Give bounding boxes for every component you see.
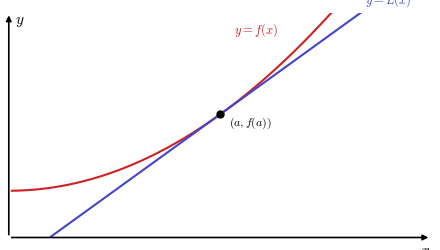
Text: $y = L(x)$: $y = L(x)$	[365, 0, 411, 9]
Text: $y = f(x)$: $y = f(x)$	[234, 21, 278, 38]
Text: $(a, f(a))$: $(a, f(a))$	[229, 116, 272, 132]
Text: $x$: $x$	[420, 243, 430, 250]
Text: $y$: $y$	[15, 14, 24, 29]
